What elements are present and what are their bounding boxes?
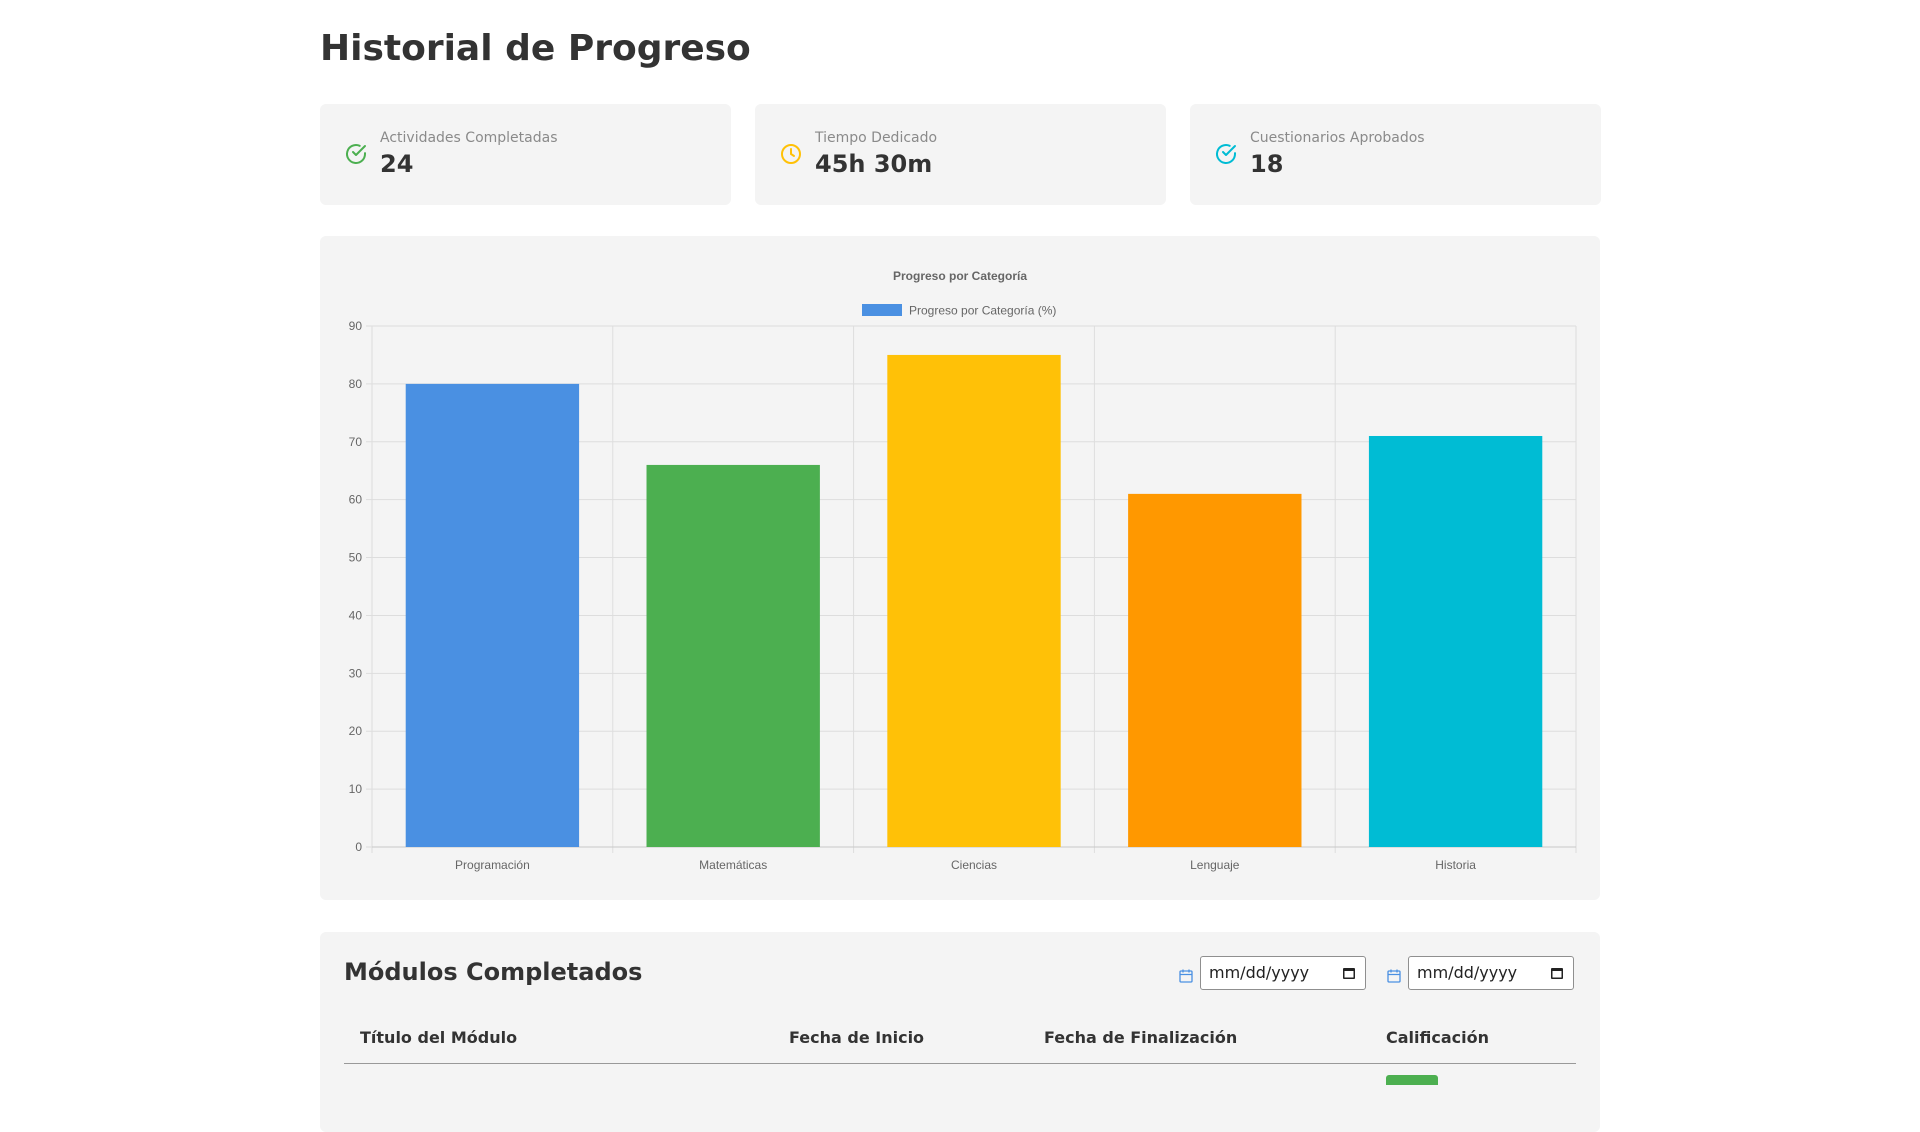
modules-title: Módulos Completados xyxy=(344,958,643,986)
check-circle-icon xyxy=(346,144,366,164)
chart-title: Progreso por Categoría xyxy=(893,269,1027,283)
date-from-input[interactable]: mm/dd/yyyy xyxy=(1200,956,1366,990)
chart-bars xyxy=(405,354,1543,847)
column-header-end-date[interactable]: Fecha de Finalización xyxy=(1044,1028,1238,1047)
bar-matemáticas[interactable] xyxy=(646,464,820,847)
x-tick-label: Programación xyxy=(455,858,530,872)
stats-row: Actividades Completadas 24 Tiempo Dedica… xyxy=(320,104,1601,205)
stat-value: 45h 30m xyxy=(815,150,933,178)
bar-programación[interactable] xyxy=(405,383,580,847)
y-tick-label: 20 xyxy=(349,724,363,738)
calendar-icon xyxy=(1179,969,1193,983)
stat-card-quizzes: Cuestionarios Aprobados 18 xyxy=(1190,104,1601,205)
date-to-input[interactable]: mm/dd/yyyy xyxy=(1408,956,1574,990)
y-tick-label: 0 xyxy=(355,840,362,854)
column-header-start-date[interactable]: Fecha de Inicio xyxy=(789,1028,925,1047)
y-tick-label: 70 xyxy=(349,435,363,449)
bar-ciencias[interactable] xyxy=(887,354,1061,847)
column-header-title[interactable]: Título del Módulo xyxy=(360,1028,518,1047)
stat-label: Actividades Completadas xyxy=(380,130,558,146)
stat-card-activities: Actividades Completadas 24 xyxy=(320,104,731,205)
x-tick-label: Ciencias xyxy=(951,858,997,872)
calendar-icon xyxy=(1387,969,1401,983)
chart-card: Progreso por Categoría Progreso por Cate… xyxy=(320,236,1600,900)
bar-historia[interactable] xyxy=(1368,435,1543,847)
y-tick-label: 30 xyxy=(349,666,363,680)
check-circle-icon xyxy=(1216,144,1236,164)
stat-value: 18 xyxy=(1250,150,1284,178)
stat-value: 24 xyxy=(380,150,414,178)
y-tick-label: 40 xyxy=(349,608,363,622)
clock-icon xyxy=(781,144,801,164)
grade-badge xyxy=(1386,1075,1438,1085)
category-progress-chart: Progreso por Categoría Progreso por Cate… xyxy=(349,269,1577,872)
table-header-divider xyxy=(344,1063,1576,1064)
page-title: Historial de Progreso xyxy=(320,28,751,69)
x-tick-label: Matemáticas xyxy=(699,858,767,872)
chart-y-ticks: 0 10 20 30 40 50 60 70 80 90 xyxy=(349,319,363,854)
column-header-grade[interactable]: Calificación xyxy=(1386,1028,1489,1047)
chart-x-ticks: Programación Matemáticas Ciencias Lenguaje H… xyxy=(455,858,1476,872)
modules-card: Módulos Completados mm/dd/yyyy mm/dd/yyy… xyxy=(320,932,1600,1132)
y-tick-label: 90 xyxy=(349,319,363,333)
y-tick-label: 10 xyxy=(349,782,363,796)
stat-label: Cuestionarios Aprobados xyxy=(1250,130,1425,146)
x-tick-label: Historia xyxy=(1435,858,1476,872)
date-from-placeholder: mm/dd/yyyy xyxy=(1209,963,1310,982)
legend-label: Progreso por Categoría (%) xyxy=(909,304,1056,318)
calendar-picker-icon[interactable] xyxy=(1342,966,1356,980)
y-tick-label: 60 xyxy=(349,493,363,507)
calendar-picker-icon[interactable] xyxy=(1550,966,1564,980)
x-tick-label: Lenguaje xyxy=(1190,858,1240,872)
y-tick-label: 50 xyxy=(349,551,363,565)
legend-swatch xyxy=(862,304,902,316)
stat-label: Tiempo Dedicado xyxy=(815,130,938,146)
date-to-placeholder: mm/dd/yyyy xyxy=(1417,963,1518,982)
y-tick-label: 80 xyxy=(349,377,363,391)
stat-card-time: Tiempo Dedicado 45h 30m xyxy=(755,104,1166,205)
bar-lenguaje[interactable] xyxy=(1128,493,1302,847)
